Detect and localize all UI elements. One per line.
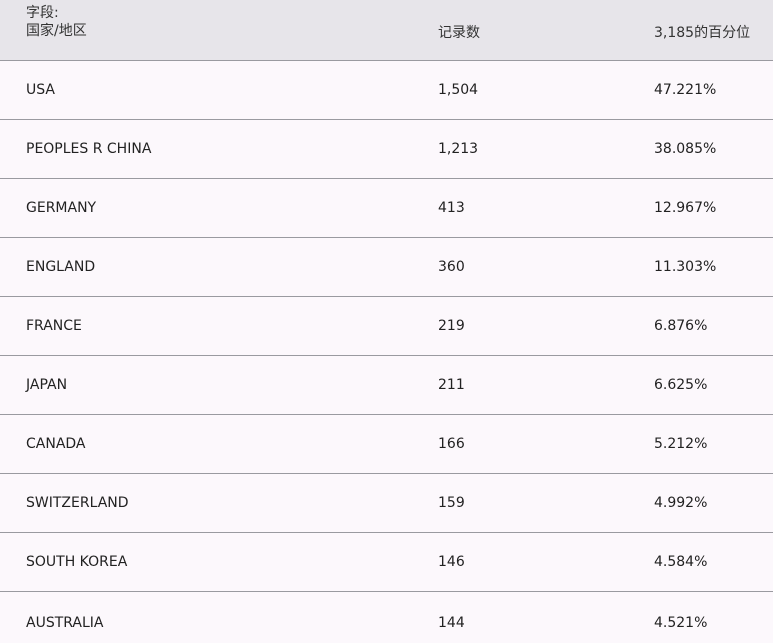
percent-cell: 4.584% xyxy=(654,554,708,570)
count-cell: 1,213 xyxy=(438,141,479,157)
count-cell: 159 xyxy=(438,495,465,511)
table-row: JAPAN 211 6.625% xyxy=(0,356,773,415)
country-cell: PEOPLES R CHINA xyxy=(26,141,152,157)
country-cell: ENGLAND xyxy=(26,259,96,275)
country-cell: JAPAN xyxy=(26,377,68,393)
table-row: FRANCE 219 6.876% xyxy=(0,297,773,356)
percent-cell: 4.521% xyxy=(654,615,708,631)
count-cell: 211 xyxy=(438,377,465,393)
percent-cell: 6.625% xyxy=(654,377,708,393)
count-cell: 146 xyxy=(438,554,465,570)
count-cell: 360 xyxy=(438,259,465,275)
count-column-header: 记录数 xyxy=(438,25,480,41)
percent-column-header: 3,185的百分位 xyxy=(654,25,751,41)
field-name: 国家/地区 xyxy=(26,23,87,39)
country-cell: USA xyxy=(26,82,55,98)
field-label: 字段: xyxy=(26,5,59,21)
percent-cell: 6.876% xyxy=(654,318,708,334)
country-cell: CANADA xyxy=(26,436,86,452)
country-cell: GERMANY xyxy=(26,200,97,216)
table-row: SOUTH KOREA 146 4.584% xyxy=(0,533,773,592)
percent-cell: 11.303% xyxy=(654,259,717,275)
table-row: PEOPLES R CHINA 1,213 38.085% xyxy=(0,120,773,179)
percent-cell: 47.221% xyxy=(654,82,717,98)
count-cell: 413 xyxy=(438,200,465,216)
percent-cell: 4.992% xyxy=(654,495,708,511)
count-cell: 166 xyxy=(438,436,465,452)
country-cell: SWITZERLAND xyxy=(26,495,129,511)
country-cell: AUSTRALIA xyxy=(26,615,104,631)
table-row: GERMANY 413 12.967% xyxy=(0,179,773,238)
percent-cell: 38.085% xyxy=(654,141,717,157)
percent-cell: 5.212% xyxy=(654,436,708,452)
percent-cell: 12.967% xyxy=(654,200,717,216)
table-row: CANADA 166 5.212% xyxy=(0,415,773,474)
country-cell: FRANCE xyxy=(26,318,82,334)
count-cell: 219 xyxy=(438,318,465,334)
count-cell: 144 xyxy=(438,615,465,631)
country-cell: SOUTH KOREA xyxy=(26,554,128,570)
table-row: ENGLAND 360 11.303% xyxy=(0,238,773,297)
field-column-header: 字段: 国家/地区 xyxy=(26,4,87,40)
count-cell: 1,504 xyxy=(438,82,479,98)
table-row: AUSTRALIA 144 4.521% xyxy=(0,592,773,643)
table-row: USA 1,504 47.221% xyxy=(0,61,773,120)
table-header: 字段: 国家/地区 记录数 3,185的百分位 xyxy=(0,0,773,61)
table-row: SWITZERLAND 159 4.992% xyxy=(0,474,773,533)
